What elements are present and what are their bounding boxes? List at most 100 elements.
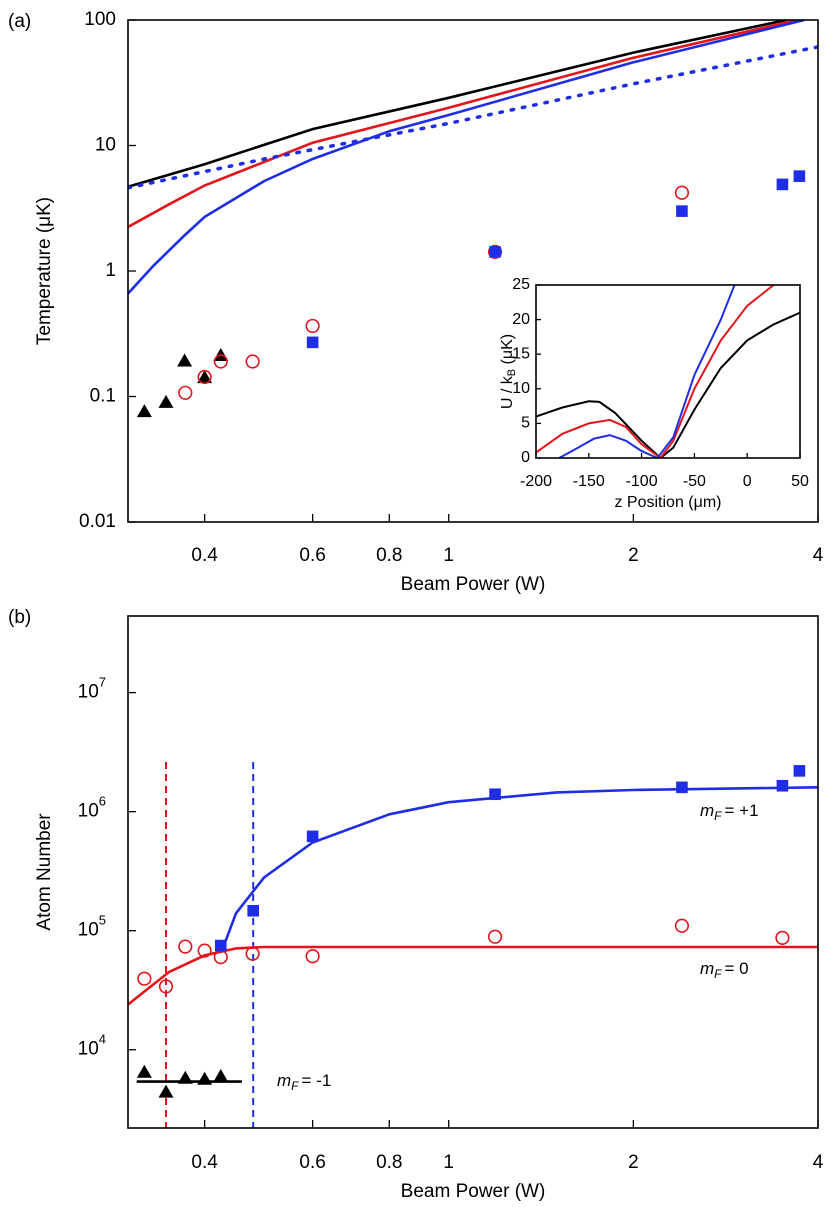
y-axis-label: Temperature (μK) (34, 197, 55, 345)
x-tick-label: 0.8 (376, 545, 402, 566)
y-tick-label: 0 (521, 449, 530, 466)
inset: -200 -150 -100 -50 0 50 0 5 10 15 20 25 z Position (… (499, 276, 809, 511)
y-tick-label: 107 (78, 675, 106, 703)
circle-marker (674, 918, 690, 933)
circle-marker (197, 943, 212, 958)
axes-frame (535, 284, 801, 459)
y-tick-label: 15 (512, 345, 530, 362)
curve (536, 285, 775, 458)
panel-label: (b) (8, 607, 31, 628)
y-tick-label: 106 (78, 794, 106, 822)
x-tick-label: 0.6 (299, 545, 325, 566)
triangle-marker (197, 1071, 213, 1085)
square-marker (793, 765, 806, 777)
y-tick-label: 10 (512, 380, 530, 397)
image-label: -1 (442, 642, 456, 659)
square-marker (776, 779, 789, 792)
image-label: 0 (446, 683, 455, 700)
square-marker (776, 178, 789, 191)
x-tick-label: 4 (813, 1152, 824, 1173)
x-tick-label: 0.4 (191, 1152, 218, 1173)
square-marker (676, 781, 688, 794)
circle-marker (178, 385, 193, 400)
triangle-marker (177, 353, 193, 367)
tick-exponent: 4 (99, 1032, 106, 1047)
triangle-marker (158, 1084, 174, 1098)
circle-marker (158, 979, 174, 994)
x-tick-label: -150 (573, 473, 605, 490)
y-tick-label: 5 (521, 415, 530, 432)
circle-marker (305, 318, 320, 334)
tick-exponent: 7 (99, 675, 106, 690)
annotation: mF = -1 (277, 1071, 331, 1093)
tick-exponent: 6 (99, 794, 106, 809)
annotation: mF = +1 (700, 801, 759, 823)
tick-base: 10 (78, 682, 99, 703)
tick-base: 10 (78, 920, 99, 941)
circle-marker (245, 354, 260, 369)
curve (558, 285, 736, 458)
tick-exponent: 5 (99, 913, 106, 928)
y-label-subscript: B (506, 369, 518, 376)
image-label: +1 (440, 733, 458, 750)
x-tick-label: 2 (628, 545, 639, 566)
y-axis-label: Atom Number (34, 813, 55, 931)
x-axis-label: z Position (μm) (614, 494, 721, 511)
square-marker (247, 904, 260, 917)
y-tick-label: 10 (95, 135, 116, 156)
square-marker (306, 336, 319, 349)
y-tick-label: 0.1 (90, 386, 116, 407)
circle-marker (245, 946, 260, 961)
axes-frame (127, 615, 819, 1129)
annotation-symbol: m (277, 1071, 291, 1090)
x-tick-label: 1 (443, 545, 454, 566)
curve (128, 45, 818, 190)
curve (536, 311, 800, 458)
square-marker (214, 939, 227, 952)
plot-area (128, 616, 818, 1128)
y-tick-label: 104 (78, 1032, 106, 1060)
panel-label: (a) (8, 11, 31, 32)
x-tick-label: 0.8 (376, 1152, 402, 1173)
x-tick-label: 0.4 (191, 545, 218, 566)
annotation-text: = 0 (725, 959, 749, 978)
circle-marker (197, 369, 212, 385)
x-tick-label: 50 (791, 473, 809, 490)
x-tick-label: 0.6 (299, 1152, 325, 1173)
triangle-marker (197, 370, 213, 384)
x-tick-label: 4 (813, 545, 824, 566)
annotation-text: = -1 (302, 1071, 332, 1090)
triangle-marker (158, 394, 174, 408)
y-tick-label: 105 (78, 913, 106, 941)
triangle-marker (136, 1064, 152, 1078)
circle-marker (305, 949, 320, 964)
circle-marker (775, 930, 790, 945)
curve (128, 945, 818, 1006)
circle-marker (137, 971, 152, 986)
annotation-symbol: m (700, 959, 714, 978)
annotation-text: = +1 (725, 801, 759, 820)
x-tick-label: 0 (743, 473, 752, 490)
plot-area (536, 285, 800, 458)
x-axis-label: Beam Power (W) (401, 574, 546, 595)
y-axis-label: U / kB (μK) (499, 334, 518, 409)
triangle-marker (213, 1068, 229, 1082)
triangle-marker (177, 1070, 193, 1084)
y-tick-label: 100 (84, 9, 116, 30)
annotation-subscript: F (291, 1079, 299, 1093)
y-tick-label: 20 (512, 311, 530, 328)
y-tick-label: 0.01 (79, 511, 116, 532)
circle-marker (178, 939, 193, 954)
annotation-subscript: F (714, 809, 722, 823)
annotation-symbol: m (700, 801, 714, 820)
square-marker (676, 205, 688, 217)
y-tick-label: 1 (105, 260, 116, 281)
curve (222, 786, 818, 947)
y-label-part: (μK) (499, 334, 516, 369)
square-marker (489, 246, 501, 258)
x-tick-label: 1 (443, 1152, 454, 1173)
x-axis-label: Beam Power (W) (401, 1181, 546, 1202)
curve (128, 20, 798, 229)
